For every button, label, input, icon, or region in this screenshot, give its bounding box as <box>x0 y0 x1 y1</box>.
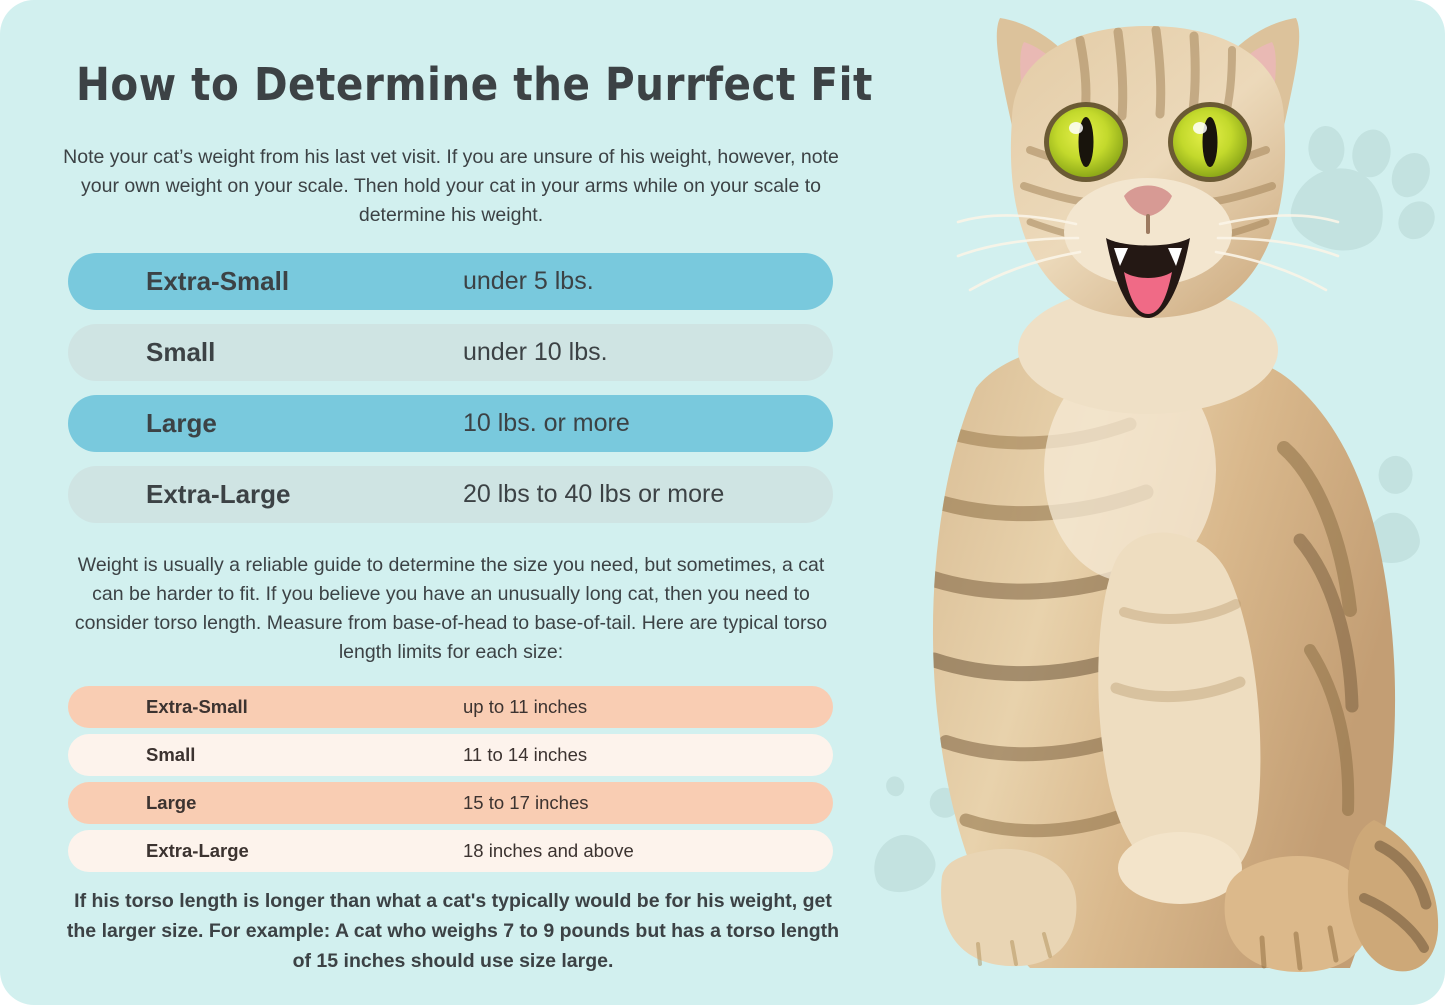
size-label: Extra-Small <box>146 696 248 717</box>
cat-eye-right <box>1168 102 1252 182</box>
size-label: Small <box>146 337 216 367</box>
table-row: Small under 10 lbs. <box>68 324 833 381</box>
size-value: 20 lbs to 40 lbs or more <box>463 480 725 508</box>
table-row: Extra-Large 18 inches and above <box>68 830 833 872</box>
size-label: Large <box>146 408 217 438</box>
size-label: Extra-Large <box>146 840 249 861</box>
cat-photo <box>880 0 1445 1005</box>
table-row: Extra-Small under 5 lbs. <box>68 253 833 310</box>
table-row: Extra-Small up to 11 inches <box>68 686 833 728</box>
size-label: Large <box>146 792 197 813</box>
torso-length-table: Extra-Small up to 11 inches Small 11 to … <box>68 686 833 878</box>
size-value: 10 lbs. or more <box>463 409 630 437</box>
size-label: Extra-Large <box>146 479 291 509</box>
table-row: Large 10 lbs. or more <box>68 395 833 452</box>
torso-intro-paragraph: Weight is usually a reliable guide to de… <box>74 554 828 663</box>
size-value: 18 inches and above <box>463 840 634 861</box>
content-column: How to Determine the Purrfect Fit Note y… <box>63 58 873 972</box>
table-row: Small 11 to 14 inches <box>68 734 833 776</box>
page-title: How to Determine the Purrfect Fit <box>76 58 873 111</box>
size-label: Small <box>146 744 196 765</box>
table-row: Extra-Large 20 lbs to 40 lbs or more <box>68 466 833 523</box>
cat-eye-left <box>1044 102 1128 182</box>
size-label: Extra-Small <box>146 266 290 296</box>
size-value: 15 to 17 inches <box>463 792 589 813</box>
table-row: Large 15 to 17 inches <box>68 782 833 824</box>
size-value: under 10 lbs. <box>463 338 608 366</box>
size-value: under 5 lbs. <box>463 267 594 295</box>
weight-size-table: Extra-Small under 5 lbs. Small under 10 … <box>68 253 833 537</box>
size-value: up to 11 inches <box>463 696 588 717</box>
size-value: 11 to 14 inches <box>463 744 588 765</box>
footer-note: If his torso length is longer than what … <box>66 890 840 972</box>
intro-paragraph: Note your cat’s weight from his last vet… <box>63 146 839 226</box>
